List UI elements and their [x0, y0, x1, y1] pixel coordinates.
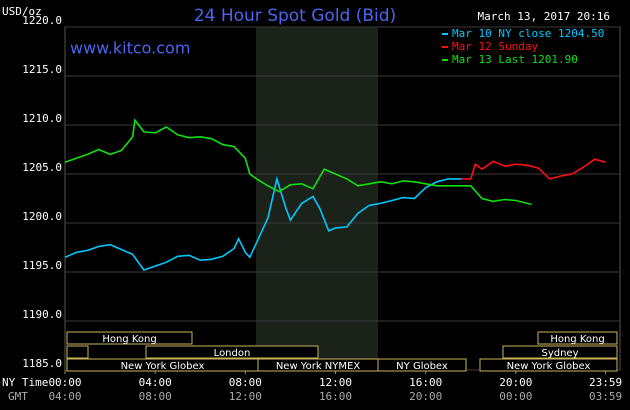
x2-row-label: GMT [8, 390, 28, 403]
legend-label: Mar 12 Sunday [452, 40, 538, 53]
chart-title: 24 Hour Spot Gold (Bid) [194, 6, 396, 26]
session-label: Hong Kong [550, 334, 604, 345]
y-tick-label: 1200.0 [22, 210, 62, 223]
y-tick-label: 1210.0 [22, 112, 62, 125]
session-label: NY Globex [396, 361, 448, 372]
session-shade [256, 27, 378, 370]
y-tick-label: 1220.0 [22, 14, 62, 27]
website: www.kitco.com [70, 39, 190, 58]
session-box [66, 345, 89, 359]
x-tick-label: 04:00 [139, 376, 172, 389]
y-tick-label: 1185.0 [22, 357, 62, 370]
session-box [537, 331, 618, 345]
y-tick-label: 1205.0 [22, 161, 62, 174]
x-row-label: NY Time [2, 376, 48, 389]
legend-label: Mar 10 NY close 1204.50 [452, 27, 604, 40]
timestamp: March 13, 2017 20:16 [478, 10, 610, 23]
x2-tick-label: 00:00 [499, 390, 532, 403]
y-axis-label: USD/oz [2, 5, 42, 18]
session-box [145, 345, 319, 359]
y-tick-label: 1190.0 [22, 308, 62, 321]
x2-tick-label: 03:59 [589, 390, 622, 403]
x-tick-label: 23:59 [589, 376, 622, 389]
y-tick-label: 1215.0 [22, 63, 62, 76]
x2-tick-label: 04:00 [48, 390, 81, 403]
x-tick-label: 08:00 [229, 376, 262, 389]
x2-tick-label: 20:00 [409, 390, 442, 403]
legend-label: Mar 13 Last 1201.90 [452, 53, 578, 66]
x2-tick-label: 12:00 [229, 390, 262, 403]
series-line [64, 175, 462, 271]
x2-tick-label: 16:00 [319, 390, 352, 403]
x2-tick-label: 08:00 [139, 390, 172, 403]
session-label: Sydney [541, 348, 578, 359]
session-box [66, 331, 193, 345]
session-label: Hong Kong [102, 334, 156, 345]
session-box [377, 358, 467, 372]
x-tick-label: 12:00 [319, 376, 352, 389]
session-label: New York Globex [121, 361, 205, 372]
session-label: New York NYMEX [276, 361, 361, 372]
series-line [64, 118, 532, 206]
x-tick-label: 16:00 [409, 376, 442, 389]
session-box [479, 358, 618, 372]
session-label: New York Globex [507, 361, 591, 372]
session-box [502, 345, 618, 359]
series-line [461, 158, 606, 180]
session-label: London [214, 348, 251, 359]
x-tick-label: 00:00 [48, 376, 81, 389]
x-tick-label: 20:00 [499, 376, 532, 389]
y-tick-label: 1195.0 [22, 259, 62, 272]
